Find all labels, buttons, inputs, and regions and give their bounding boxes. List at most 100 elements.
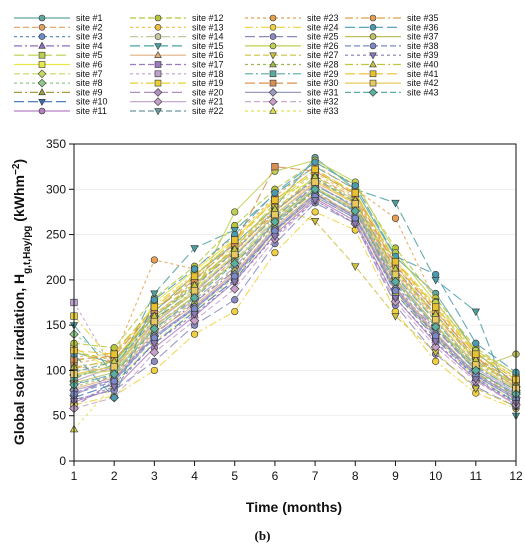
- series-line: [73, 175, 517, 386]
- data-point: [190, 287, 199, 295]
- data-point: [190, 272, 199, 280]
- legend-label: site #9: [76, 87, 103, 97]
- y-tick-label: 250: [46, 228, 66, 242]
- series-line: [73, 188, 517, 397]
- series-line: [73, 165, 517, 379]
- legend-entry: site #11: [14, 106, 107, 116]
- series-line: [73, 192, 517, 399]
- legend-label: site #40: [407, 60, 439, 70]
- legend-marker: [38, 51, 46, 59]
- data-point: [110, 363, 118, 371]
- data-point: [351, 214, 359, 222]
- series-33: [69, 191, 521, 433]
- y-axis-title-unit-sup: −2: [11, 163, 22, 175]
- series-line: [73, 181, 517, 390]
- data-point: [310, 197, 320, 205]
- data-point: [391, 313, 400, 321]
- data-point: [350, 206, 360, 216]
- legend-marker: [38, 61, 46, 68]
- data-point: [230, 284, 240, 294]
- data-point: [432, 270, 440, 279]
- legend-label: site #10: [76, 97, 108, 107]
- series-line: [73, 199, 517, 409]
- data-point: [190, 311, 199, 319]
- legend-marker: [38, 99, 46, 106]
- legend-entry: site #33: [245, 106, 339, 116]
- y-axis-title-unit-close: ): [11, 159, 27, 164]
- data-point: [109, 369, 119, 379]
- legend-marker: [38, 41, 46, 49]
- data-point: [351, 263, 360, 271]
- legend-marker: [369, 23, 377, 31]
- legend-marker: [369, 33, 377, 40]
- legend-label: site #26: [307, 41, 339, 51]
- legend-marker: [269, 33, 277, 40]
- legend-marker: [268, 97, 278, 107]
- legend-marker: [269, 52, 277, 60]
- series-line: [73, 168, 517, 380]
- legend-entry: site #15: [130, 41, 224, 51]
- data-point: [230, 258, 240, 269]
- legend-entry: site #22: [130, 106, 224, 116]
- legend-marker: [38, 88, 46, 96]
- legend-marker: [369, 70, 377, 78]
- legend-entry: site #5: [14, 50, 103, 60]
- data-point: [189, 293, 200, 303]
- legend-entry: site #17: [130, 60, 224, 70]
- legend-marker: [269, 14, 277, 22]
- data-point: [110, 344, 118, 352]
- x-tick-label: 3: [151, 469, 158, 483]
- data-point: [311, 165, 319, 173]
- legend-marker: [269, 106, 277, 114]
- x-tick-label: 5: [231, 469, 238, 483]
- data-point: [430, 342, 441, 352]
- data-point: [432, 316, 440, 324]
- data-point: [311, 178, 319, 186]
- data-point: [150, 256, 158, 264]
- legend-label: site #13: [192, 22, 224, 32]
- legend-label: site #20: [192, 87, 224, 97]
- data-point: [432, 303, 440, 311]
- data-point: [110, 383, 119, 392]
- series-28: [69, 184, 521, 399]
- data-point: [351, 220, 360, 229]
- legend-entry: site #13: [130, 22, 224, 32]
- series-line: [73, 181, 517, 391]
- legend-entry: site #31: [245, 87, 339, 97]
- x-tick-label: 7: [312, 469, 319, 483]
- data-point: [271, 249, 279, 257]
- series-lines: [69, 153, 521, 433]
- legend-label: site #35: [407, 13, 439, 23]
- legend-marker: [154, 50, 162, 58]
- data-point: [231, 296, 239, 304]
- y-tick-label: 200: [46, 273, 66, 287]
- y-axis-title-main: Global solar irradiation, H: [11, 274, 27, 445]
- legend-label: site #21: [192, 97, 224, 107]
- legend-marker: [154, 61, 162, 68]
- data-point: [190, 245, 199, 253]
- x-tick-label: 11: [470, 469, 483, 483]
- series-line: [73, 179, 517, 388]
- legend-entry: site #16: [130, 50, 224, 60]
- x-tick-label: 10: [429, 469, 443, 483]
- legend-label: site #22: [192, 106, 224, 116]
- legend-entry: site #35: [345, 13, 439, 23]
- series-line: [73, 199, 517, 404]
- y-axis-title: Global solar irradiation, Hg,t,Hay/pg (k…: [11, 159, 33, 445]
- legend-entry: site #4: [14, 41, 103, 51]
- data-point: [472, 339, 480, 347]
- legend-marker: [368, 88, 378, 97]
- data-point: [432, 357, 440, 365]
- legend-marker: [369, 52, 377, 60]
- legend-entry: site #7: [14, 69, 103, 79]
- series-line: [73, 188, 517, 395]
- legend-marker: [154, 23, 162, 31]
- legend-label: site #12: [192, 13, 224, 23]
- data-point: [390, 276, 401, 287]
- legend-label: site #38: [407, 41, 439, 51]
- data-point: [150, 357, 158, 365]
- plot-frame: [73, 143, 517, 462]
- data-point: [351, 182, 359, 190]
- data-point: [189, 315, 200, 326]
